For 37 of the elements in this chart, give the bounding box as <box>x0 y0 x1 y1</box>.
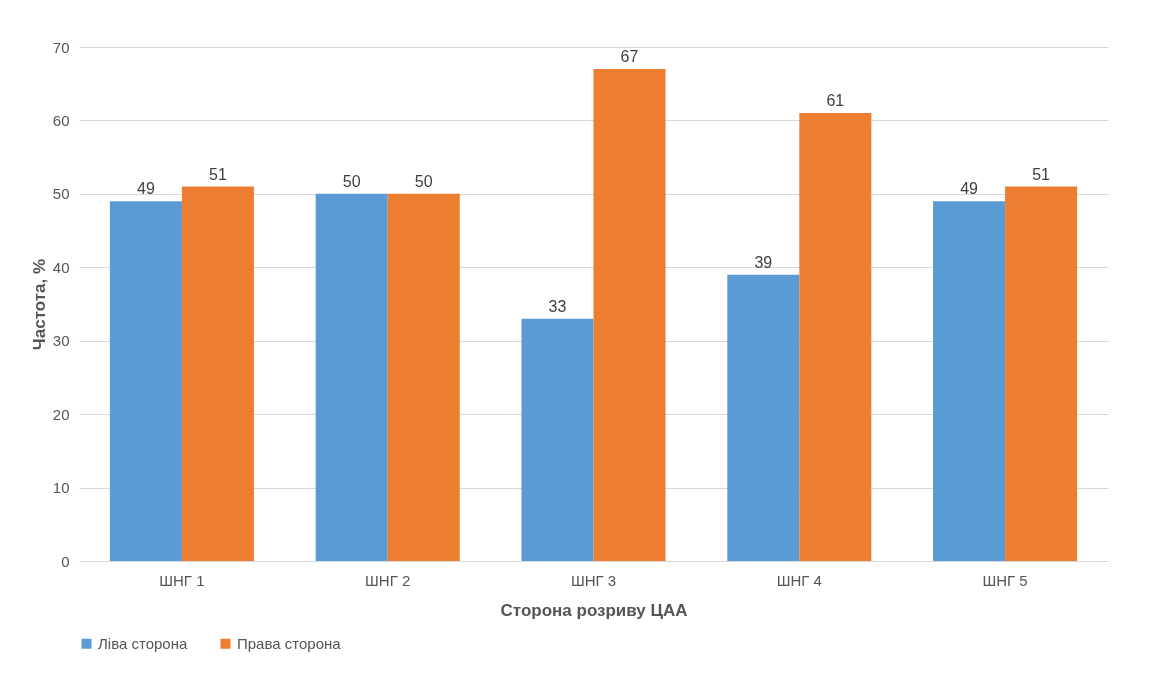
y-axis-title: Частота, % <box>29 258 49 351</box>
bar <box>109 201 182 561</box>
y-tick-label: 20 <box>52 405 70 423</box>
y-tick-label: 70 <box>52 38 70 56</box>
bar <box>387 193 460 561</box>
bar <box>1005 186 1078 561</box>
y-tick-label: 10 <box>52 479 70 497</box>
y-tick-label: 30 <box>52 332 70 350</box>
x-tick-label: ШНГ 3 <box>570 571 617 589</box>
bar <box>799 113 872 561</box>
y-tick-label: 60 <box>52 111 70 129</box>
data-label: 49 <box>136 180 155 198</box>
bar <box>521 318 594 561</box>
legend-label: Права сторона <box>237 634 342 652</box>
data-label: 50 <box>342 172 361 190</box>
y-tick-label: 0 <box>61 552 70 570</box>
bar <box>593 69 666 561</box>
data-label: 50 <box>414 172 433 190</box>
bar <box>727 274 800 561</box>
x-tick-label: ШНГ 4 <box>776 571 822 589</box>
data-label: 61 <box>826 92 845 110</box>
legend-label: Ліва сторона <box>98 634 188 652</box>
y-tick-label: 50 <box>52 185 70 203</box>
data-label: 51 <box>209 165 227 183</box>
y-tick-label: 40 <box>52 258 70 276</box>
data-label: 39 <box>754 253 773 271</box>
data-label: 49 <box>960 180 979 198</box>
x-axis-title: Сторона розриву ЦАА <box>500 600 688 620</box>
x-tick-label: ШНГ 5 <box>982 571 1028 589</box>
x-tick-label: ШНГ 1 <box>159 571 205 589</box>
data-label: 33 <box>548 297 567 315</box>
bar <box>315 193 388 561</box>
bar <box>933 201 1006 561</box>
x-tick-label: ШНГ 2 <box>365 571 411 589</box>
bar <box>181 186 254 561</box>
data-label: 51 <box>1032 165 1051 183</box>
data-label: 67 <box>620 48 639 66</box>
